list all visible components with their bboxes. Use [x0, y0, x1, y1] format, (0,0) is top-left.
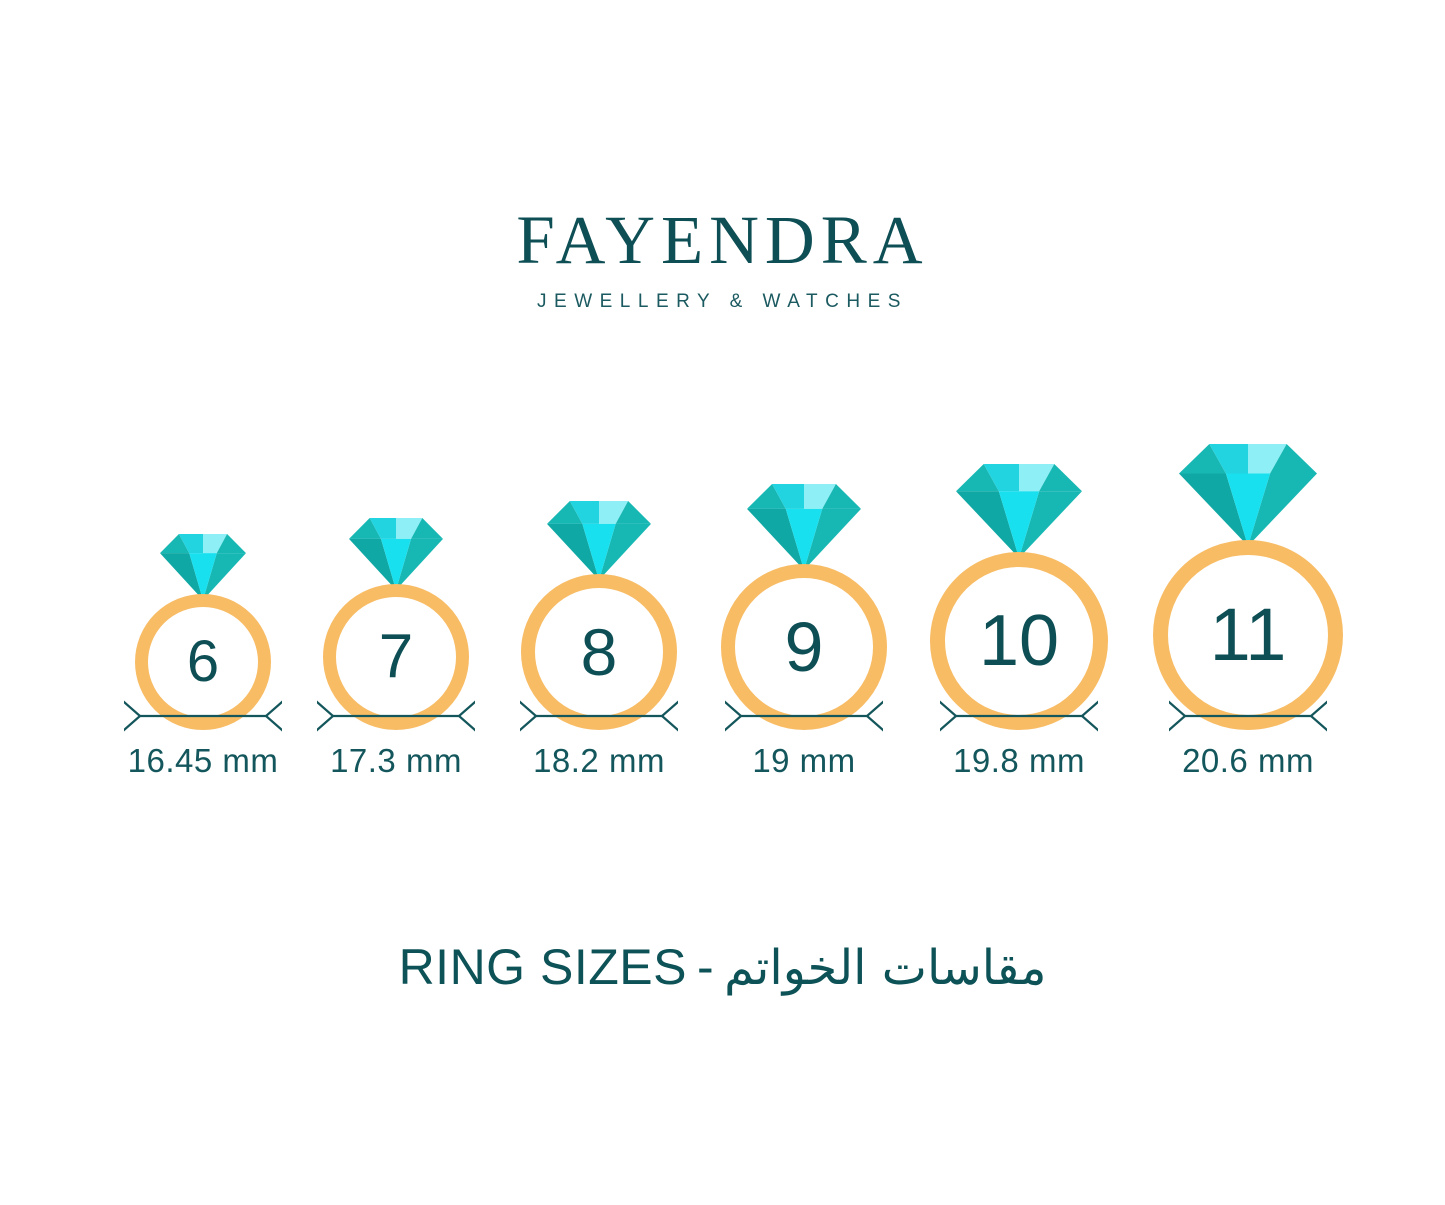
dimension-line	[124, 700, 282, 732]
ring-size-number: 9	[784, 608, 824, 686]
measurement-label: 19.8 mm	[953, 742, 1085, 779]
diamond-icon	[349, 518, 443, 590]
measurement-item-10: 19.8 mm	[940, 700, 1098, 780]
diamond-icon	[547, 501, 651, 580]
ring-graphic: 11	[1128, 432, 1368, 730]
measurement-label: 16.45 mm	[127, 742, 279, 779]
ring-item-6[interactable]: 6	[98, 468, 308, 730]
title-arabic: مقاسات الخواتم	[724, 940, 1047, 996]
ring-size-number: 7	[378, 622, 414, 691]
title-separator: -	[696, 939, 715, 995]
ring-graphic: 7	[291, 468, 501, 730]
page-title: RING SIZES - مقاسات الخواتم	[0, 938, 1445, 996]
measurement-item-11: 20.6 mm	[1169, 700, 1327, 780]
brand-header: FAYENDRA JEWELLERY & WATCHES	[0, 206, 1445, 313]
dimension-line	[940, 700, 1098, 732]
diamond-icon	[956, 464, 1082, 558]
measurement-label: 19 mm	[752, 742, 856, 779]
ring-item-7[interactable]: 7	[291, 468, 501, 730]
measurement-item-9: 19 mm	[725, 700, 883, 780]
ring-size-number: 6	[186, 629, 220, 694]
measurement-row: 16.45 mm 17.3 mm 18.2 mm 19 mm 19.8 mm	[0, 700, 1445, 830]
diamond-icon	[1179, 444, 1317, 546]
title-english: RING SIZES	[398, 939, 687, 995]
measurement-item-6: 16.45 mm	[124, 700, 282, 780]
ring-item-10[interactable]: 10	[904, 442, 1134, 730]
brand-tagline: JEWELLERY & WATCHES	[537, 291, 908, 312]
dimension-line	[317, 700, 475, 732]
dimension-line	[520, 700, 678, 732]
ring-graphic: 6	[98, 468, 308, 730]
ring-item-8[interactable]: 8	[492, 460, 707, 730]
ring-size-number: 10	[978, 601, 1060, 681]
ring-item-11[interactable]: 11	[1128, 432, 1368, 730]
ring-graphic: 9	[694, 452, 914, 730]
measurement-label: 18.2 mm	[533, 742, 665, 779]
ring-size-number: 8	[580, 615, 618, 689]
brand-wordmark: FAYENDRA	[516, 202, 929, 278]
measurement-item-8: 18.2 mm	[520, 700, 678, 780]
ring-item-9[interactable]: 9	[694, 452, 914, 730]
measurement-label: 20.6 mm	[1182, 742, 1314, 779]
ring-graphic: 8	[492, 460, 707, 730]
ring-size-number: 11	[1209, 593, 1287, 676]
dimension-line	[725, 700, 883, 732]
ring-size-row: 6 7 8	[0, 440, 1445, 730]
dimension-line	[1169, 700, 1327, 732]
measurement-label: 17.3 mm	[330, 742, 462, 779]
ring-graphic: 10	[904, 442, 1134, 730]
diamond-icon	[160, 534, 246, 600]
diamond-icon	[747, 484, 861, 570]
measurement-item-7: 17.3 mm	[317, 700, 475, 780]
